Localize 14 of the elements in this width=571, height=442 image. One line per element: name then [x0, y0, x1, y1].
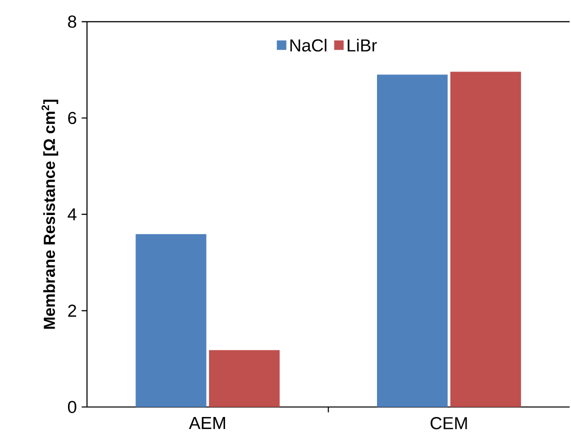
bar [377, 74, 448, 407]
y-tick-label: 4 [68, 208, 76, 220]
x-tick-label: CEM [430, 417, 467, 430]
y-tick-label: 6 [68, 112, 76, 124]
bar [136, 234, 206, 407]
y-tick-label: 2 [68, 304, 76, 317]
bar [209, 350, 280, 407]
y-axis-title: Membrane Resistance [Ω cm$^{2}$] [42, 100, 58, 329]
legend-label: LiBr [348, 38, 377, 52]
x-tick-label: AEM [188, 417, 226, 429]
y-tick-label: 0 [68, 400, 76, 414]
bar [450, 72, 521, 407]
legend-label: NaCl [290, 38, 326, 52]
y-tick-label: 8 [68, 16, 76, 28]
